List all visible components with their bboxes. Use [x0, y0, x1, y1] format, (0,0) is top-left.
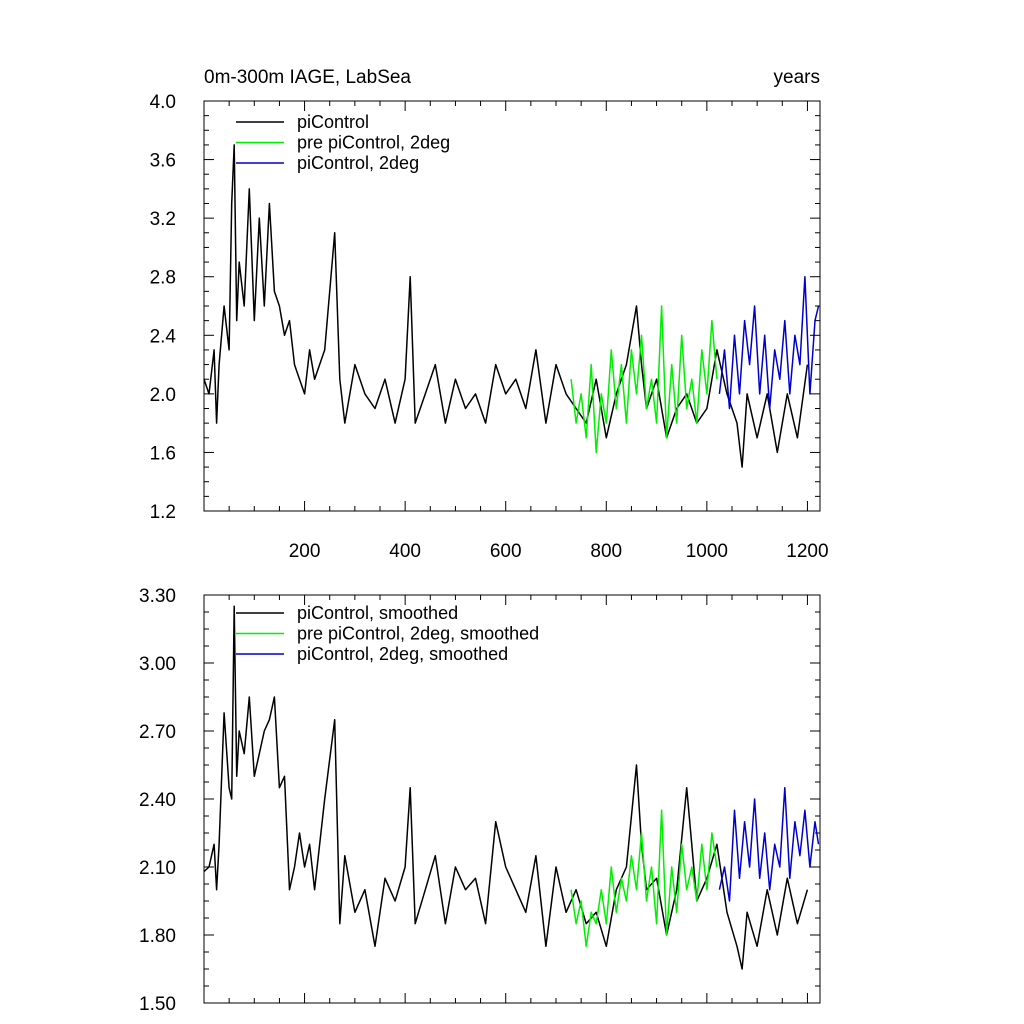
y-tick-label: 2.4	[150, 326, 177, 347]
legend-label: piControl, 2deg	[297, 153, 419, 173]
y-tick-label: 3.00	[139, 654, 176, 675]
y-tick-label: 1.6	[150, 443, 176, 464]
legend-label: piControl, smoothed	[297, 603, 458, 623]
y-tick-label: 3.2	[150, 209, 176, 230]
x-tick-label: 1000	[686, 541, 728, 562]
top-panel-title: 0m-300m IAGE, LabSea	[204, 67, 411, 88]
series-line-1	[203, 144, 809, 468]
top-panel-units-label: years	[774, 67, 820, 88]
y-tick-label: 4.0	[150, 92, 176, 113]
y-tick-label: 2.0	[150, 385, 176, 406]
legend-label: pre piControl, 2deg	[297, 133, 450, 153]
y-tick-label: 2.8	[150, 268, 176, 289]
y-tick-label: 3.6	[150, 151, 176, 172]
legend-label: piControl	[297, 112, 369, 132]
series-line-3	[718, 786, 820, 902]
series-line-2	[570, 809, 718, 948]
x-tick-label: 400	[389, 541, 421, 562]
legend-label: piControl, 2deg, smoothed	[297, 644, 508, 664]
bottom-panel: 1.50 1.80 2.10 2.40 2.70 3.00 3.30 piControl, s…	[139, 586, 821, 1015]
y-tick-label: 1.80	[139, 926, 176, 947]
series-line-2	[570, 305, 718, 454]
y-tick-label: 1.2	[150, 502, 176, 523]
series-line-1	[203, 605, 809, 970]
top-panel: 0m-300m IAGE, LabSea years 1.2 1.6 2.0 2.4 2…	[150, 67, 829, 562]
y-tick-label: 2.10	[139, 858, 176, 879]
series-line-3	[718, 275, 820, 410]
x-tick-label: 800	[590, 541, 622, 562]
x-tick-label: 200	[289, 541, 321, 562]
x-tick-label: 1200	[786, 541, 828, 562]
y-tick-label: 2.70	[139, 722, 176, 743]
legend-label: pre piControl, 2deg, smoothed	[297, 624, 539, 644]
y-tick-label: 2.40	[139, 790, 176, 811]
x-tick-label: 600	[490, 541, 522, 562]
y-tick-label: 3.30	[139, 586, 176, 607]
y-tick-label: 1.50	[139, 994, 176, 1015]
